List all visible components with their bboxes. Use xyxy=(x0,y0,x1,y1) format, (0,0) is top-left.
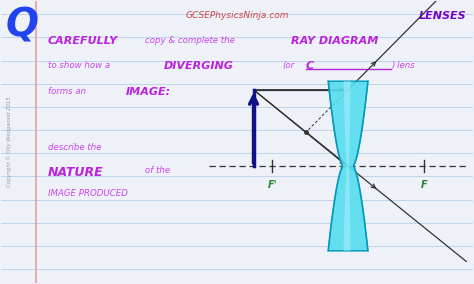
Polygon shape xyxy=(328,81,368,251)
Text: DIVERGING: DIVERGING xyxy=(164,61,234,72)
Text: CAREFULLY: CAREFULLY xyxy=(48,36,118,46)
Text: ) lens: ) lens xyxy=(392,61,416,70)
Text: copy & complete the: copy & complete the xyxy=(145,36,235,45)
Text: F': F' xyxy=(268,180,277,190)
Polygon shape xyxy=(344,81,351,251)
Text: of the: of the xyxy=(145,166,170,175)
Text: GCSEPhysicsNinja.com: GCSEPhysicsNinja.com xyxy=(185,11,289,20)
Text: Copyright © Olly Wedgwood 2015: Copyright © Olly Wedgwood 2015 xyxy=(6,97,12,187)
Text: forms an: forms an xyxy=(48,87,86,96)
Text: NATURE: NATURE xyxy=(48,166,104,179)
Text: IMAGE PRODUCED: IMAGE PRODUCED xyxy=(48,189,128,198)
Text: (or: (or xyxy=(282,61,294,70)
Text: to show how a: to show how a xyxy=(48,61,110,70)
Text: describe the: describe the xyxy=(48,143,101,153)
Text: IMAGE:: IMAGE: xyxy=(126,87,171,97)
Text: Q: Q xyxy=(5,6,38,44)
Text: F: F xyxy=(420,180,427,190)
Text: C: C xyxy=(306,61,314,72)
Text: LENSES: LENSES xyxy=(419,11,466,20)
Text: RAY DIAGRAM: RAY DIAGRAM xyxy=(292,36,379,46)
